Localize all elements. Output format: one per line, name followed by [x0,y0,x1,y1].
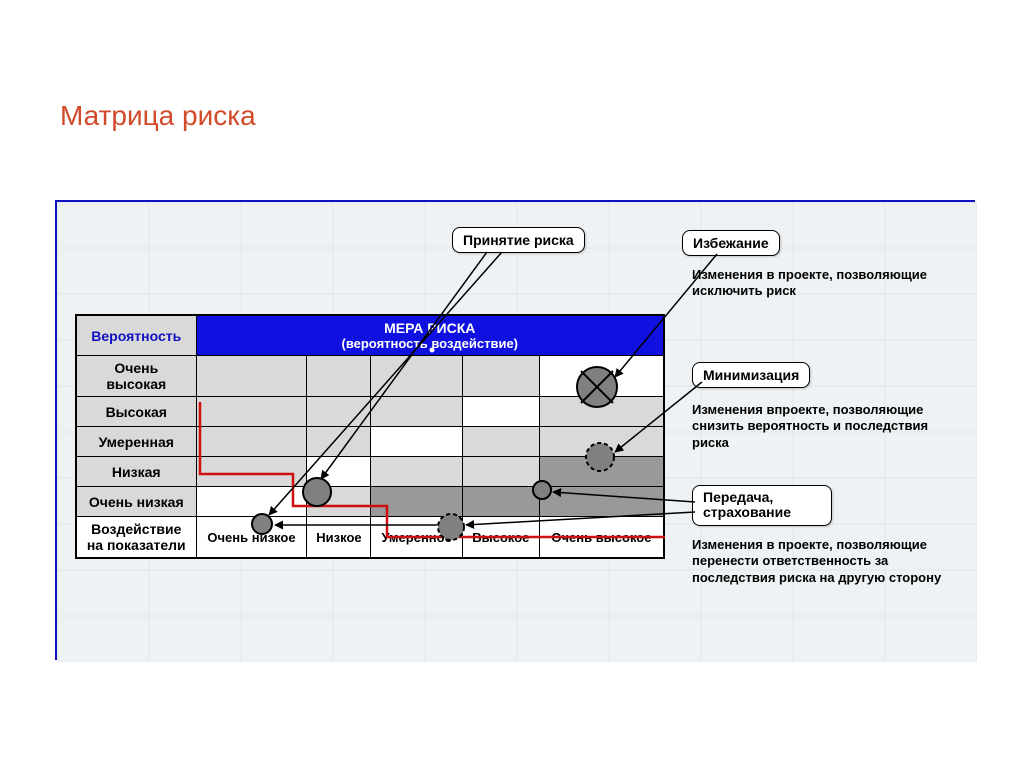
footer-label: Воздействие на показатели [76,517,196,559]
callout-minimize: Минимизация [692,362,810,388]
row-label: Высокая [76,397,196,427]
page-title: Матрица риска [60,100,256,132]
matrix-row: Низкая [76,457,664,487]
matrix-row: Умеренная [76,427,664,457]
matrix-row: Очень высокая [76,356,664,397]
row-label: Низкая [76,457,196,487]
matrix-footer-row: Воздействие на показатели Очень низкое Н… [76,517,664,559]
col-label: Очень низкое [196,517,307,559]
col-label: Высокое [462,517,539,559]
note-transfer: Изменения в проекте, позволяющие перенес… [692,537,962,586]
header-probability: Вероятность [76,315,196,356]
callout-transfer: Передача, страхование [692,485,832,526]
header-measure: МЕРА РИСКА (вероятность воздействие) [196,315,664,356]
header-measure-title: МЕРА РИСКА [384,320,475,336]
callout-avoid: Избежание [682,230,780,256]
note-minimize: Изменения впроекте, позволяющие снизить … [692,402,962,451]
row-label: Очень высокая [76,356,196,397]
row-label: Умеренная [76,427,196,457]
col-label: Очень высокое [539,517,664,559]
callout-accept: Принятие риска [452,227,585,253]
col-label: Низкое [307,517,371,559]
col-label: Умеренное [371,517,462,559]
note-avoid: Изменения в проекте, позволяющие исключи… [692,267,962,300]
risk-matrix-diagram: Вероятность МЕРА РИСКА (вероятность возд… [55,200,975,660]
risk-matrix-table: Вероятность МЕРА РИСКА (вероятность возд… [75,314,665,559]
header-measure-sub: (вероятность воздействие) [203,336,658,351]
row-label: Очень низкая [76,487,196,517]
matrix-row: Очень низкая [76,487,664,517]
matrix-row: Высокая [76,397,664,427]
